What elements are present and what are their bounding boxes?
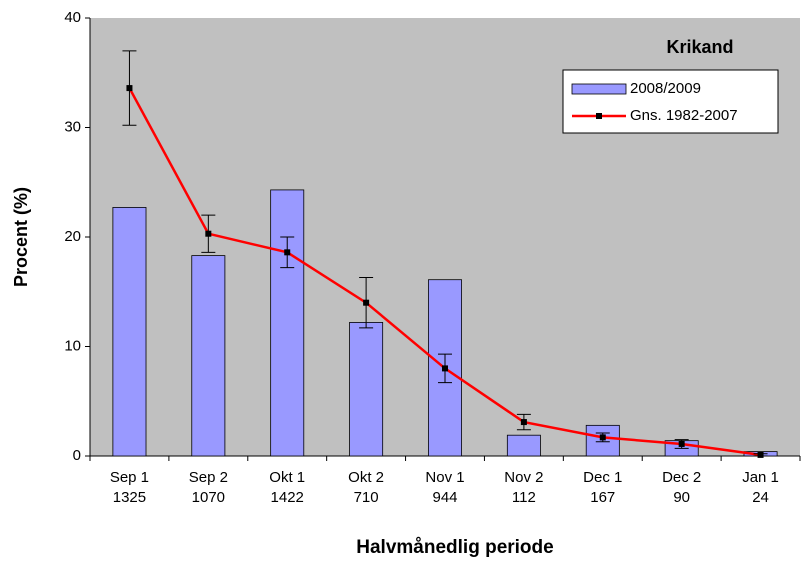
- legend-swatch: [571, 83, 627, 95]
- marker: [757, 451, 764, 458]
- x-axis-title: Halvmånedlig periode: [356, 537, 553, 558]
- legend-box: [562, 69, 779, 134]
- x-tick-label: Nov 2: [504, 469, 543, 486]
- x-count-label: 944: [432, 489, 457, 506]
- y-axis-title: Procent (%): [11, 187, 31, 287]
- marker: [678, 440, 685, 447]
- x-count-label: 112: [512, 489, 536, 506]
- y-tick-label: 10: [64, 337, 81, 354]
- x-tick-label: Nov 1: [425, 469, 464, 486]
- bar: [112, 207, 147, 457]
- annotation: Krikand: [666, 37, 733, 57]
- marker: [599, 434, 606, 441]
- x-count-label: 1070: [192, 489, 225, 506]
- x-tick-label: Okt 1: [269, 469, 305, 486]
- y-tick-label: 0: [73, 447, 81, 464]
- marker: [205, 230, 212, 237]
- bar: [191, 255, 226, 457]
- y-tick-label: 30: [64, 118, 81, 135]
- x-count-label: 167: [590, 489, 615, 506]
- y-tick-label: 20: [64, 228, 81, 245]
- legend-label: 2008/2009: [630, 80, 701, 97]
- marker: [442, 365, 448, 372]
- x-count-label: 1325: [113, 489, 146, 506]
- x-count-label: 24: [752, 489, 769, 506]
- bar: [349, 322, 384, 457]
- x-tick-label: Sep 2: [189, 469, 228, 486]
- marker: [284, 249, 291, 256]
- bar: [270, 189, 305, 457]
- legend-label: Gns. 1982-2007: [630, 107, 738, 124]
- y-tick-label: 40: [64, 9, 81, 26]
- x-tick-label: Sep 1: [110, 469, 149, 486]
- x-count-label: 1422: [271, 489, 304, 506]
- marker: [520, 419, 527, 426]
- x-count-label: 90: [673, 489, 690, 506]
- x-tick-label: Dec 2: [662, 469, 701, 486]
- x-count-label: 710: [354, 489, 379, 506]
- legend-marker: [596, 113, 602, 119]
- x-tick-label: Jan 1: [742, 469, 779, 486]
- marker: [126, 85, 133, 92]
- x-tick-label: Okt 2: [348, 469, 384, 486]
- bar: [506, 434, 541, 457]
- x-tick-label: Dec 1: [583, 469, 622, 486]
- marker: [363, 299, 370, 306]
